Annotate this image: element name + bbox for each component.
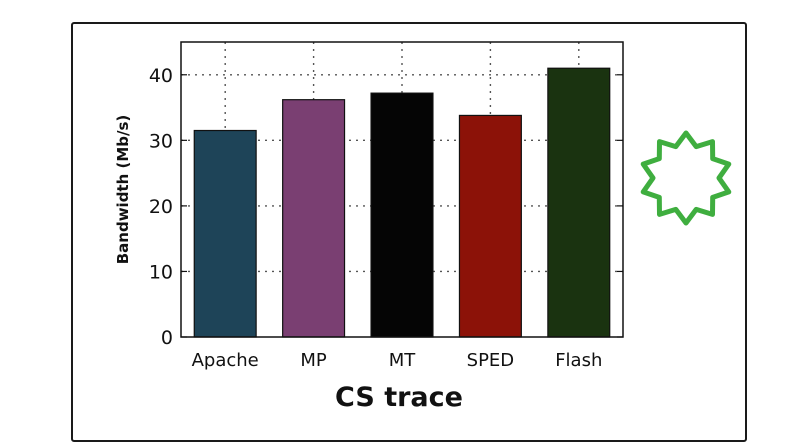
x-tick-label: Apache bbox=[192, 350, 259, 371]
plot-area-border bbox=[180, 41, 624, 338]
y-tick-label: 10 bbox=[149, 261, 173, 283]
bar-mp bbox=[282, 99, 346, 338]
bar-sped bbox=[458, 114, 522, 338]
y-axis-ticks: 0 10 20 30 40 bbox=[149, 65, 623, 349]
x-tick-label: Flash bbox=[555, 350, 602, 371]
x-tick-label: MT bbox=[389, 350, 417, 371]
bars bbox=[193, 67, 611, 338]
starburst-icon bbox=[640, 130, 732, 226]
bar-apache bbox=[193, 129, 257, 338]
x-tick-label: SPED bbox=[467, 350, 515, 371]
bar-chart: 0 10 20 30 40 Apache MP MT SPED Flash Bandwidth … bbox=[114, 41, 732, 413]
bar-flash bbox=[547, 67, 611, 338]
x-axis-label: CS trace bbox=[335, 382, 463, 413]
y-axis-label: Bandwidth (Mb/s) bbox=[114, 115, 132, 265]
y-tick-label: 40 bbox=[149, 65, 173, 87]
x-tick-label: MP bbox=[300, 350, 327, 371]
bar-mt bbox=[370, 92, 434, 338]
x-axis-ticks: Apache MP MT SPED Flash bbox=[192, 350, 603, 371]
y-tick-label: 30 bbox=[149, 130, 173, 152]
y-tick-label: 20 bbox=[149, 196, 173, 218]
y-tick-label: 0 bbox=[161, 327, 173, 349]
